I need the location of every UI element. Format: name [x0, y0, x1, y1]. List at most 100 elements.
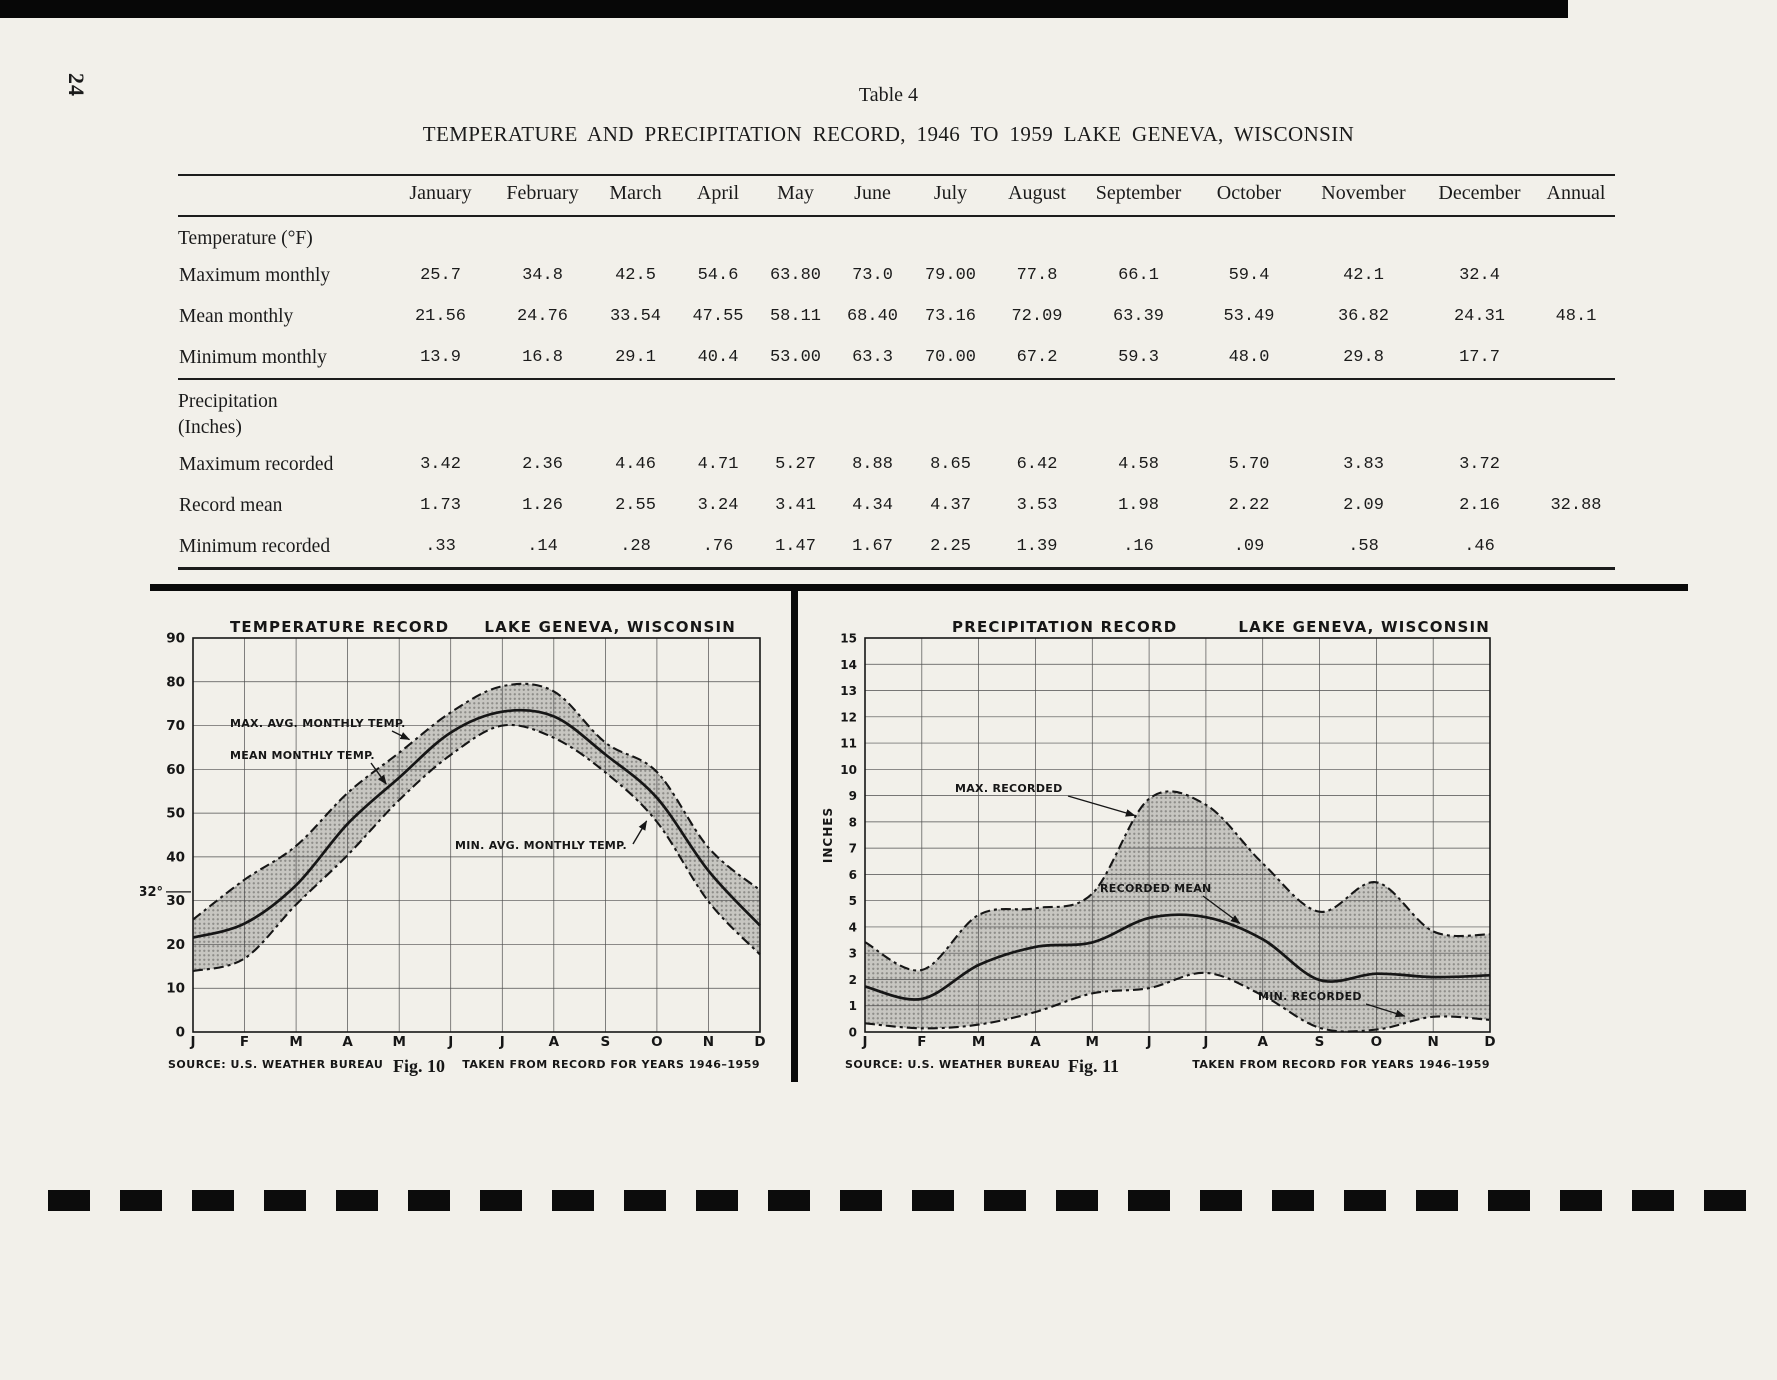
x-axis-tick-label: M	[392, 1034, 405, 1050]
table-cell: 66.1	[1118, 266, 1159, 286]
table-cell: .46	[1464, 537, 1495, 557]
table-cell: 16.8	[522, 348, 563, 368]
y-axis-tick-label: 2	[849, 973, 857, 987]
y-axis-tick-label: 11	[840, 737, 857, 751]
section-header-row: Temperature (°F)	[178, 216, 1615, 255]
series-annotation-label: MAX. AVG. MONTHLY TEMP.	[230, 717, 406, 730]
y-axis-tick-label: 20	[166, 937, 185, 953]
y-axis-tick-label: 60	[166, 762, 185, 778]
film-strip-hole	[1128, 1190, 1170, 1211]
table-cell: 34.8	[522, 266, 563, 286]
x-axis-tick-label: J	[861, 1034, 867, 1050]
series-annotation-label: MIN. RECORDED	[1258, 990, 1362, 1003]
column-header: September	[1084, 175, 1193, 217]
x-axis-tick-label: A	[549, 1034, 560, 1050]
row-label: Minimum monthly	[179, 346, 327, 368]
column-header: August	[990, 175, 1084, 217]
table-cell: 6.42	[1016, 455, 1058, 475]
x-axis-tick-label: N	[1428, 1034, 1439, 1050]
y-axis-tick-label: 80	[166, 674, 185, 690]
y-axis-tick-label: 70	[166, 718, 185, 734]
table-cell: 1.73	[420, 496, 461, 516]
y-axis-tick-label: 8	[849, 815, 857, 829]
y-axis-tick-label: 12	[840, 710, 857, 724]
table-row: Maximum monthly 25.7 34.8 42.5 54.6 63.80 73.0…	[178, 255, 1615, 296]
table-cell: 8.65	[930, 455, 971, 475]
table-cell: 8.88	[852, 455, 893, 475]
x-axis-tick-label: J	[1146, 1034, 1152, 1050]
y-axis-tick-label: 30	[166, 893, 185, 909]
table-title: TEMPERATURE AND PRECIPITATION RECORD, 19…	[422, 122, 1355, 146]
freezing-point-label: 32°	[140, 885, 163, 900]
table-cell: 36.82	[1337, 307, 1389, 327]
column-header-blank	[178, 175, 388, 217]
table-cell: 24.31	[1453, 307, 1505, 327]
x-axis-tick-label: D	[754, 1034, 765, 1050]
table-cell: 32.88	[1550, 496, 1602, 516]
table-row: Record mean 1.73 1.26 2.55 3.24 3.41 4.34 4.37 3…	[178, 485, 1615, 526]
chart-location-title: LAKE GENEVA, WISCONSIN	[484, 618, 736, 636]
table-cell	[1537, 255, 1615, 296]
table-cell: 25.7	[420, 266, 461, 286]
min-recorded-line	[864, 971, 1491, 1033]
film-strip-hole	[1344, 1190, 1386, 1211]
table-cell: 4.71	[697, 455, 739, 475]
film-strip-hole	[840, 1190, 882, 1211]
y-axis-tick-label: 4	[849, 920, 857, 934]
table-cell: 1.26	[522, 496, 563, 516]
table-cell: 1.67	[852, 537, 893, 557]
table-cell: 3.53	[1016, 496, 1058, 516]
table-cell: 32.4	[1459, 266, 1500, 286]
table-cell: 70.00	[924, 348, 976, 368]
source-caption: SOURCE: U.S. WEATHER BUREAU	[168, 1058, 383, 1071]
horizontal-divider-rule	[150, 584, 1688, 591]
film-strip-hole	[552, 1190, 594, 1211]
row-label: Mean monthly	[179, 305, 294, 327]
annotation-arrow	[391, 730, 411, 741]
source-caption: SOURCE: U.S. WEATHER BUREAU	[845, 1058, 1060, 1071]
table-cell: 5.70	[1228, 455, 1270, 475]
table-cell: 73.16	[924, 307, 976, 327]
annotation-arrow	[1202, 895, 1241, 925]
y-axis-title: INCHES	[821, 807, 835, 863]
y-axis-tick-label: 0	[849, 1026, 857, 1040]
table-cell: 47.55	[692, 307, 744, 327]
table-cell: 24.76	[516, 307, 568, 327]
figure-10-temperature-chart: 0 10 20 30 40 50 60 70 80 90 32° J F M A M J J A S O N D TEMPER…	[138, 612, 790, 1082]
column-header: June	[834, 175, 911, 217]
table-cell: 21.56	[414, 307, 466, 327]
y-axis-tick-label: 1	[849, 999, 857, 1013]
film-strip-hole	[624, 1190, 666, 1211]
film-strip-hole	[912, 1190, 954, 1211]
table-row: Minimum monthly 13.9 16.8 29.1 40.4 53.00 63.3…	[178, 337, 1615, 379]
data-table: January February March April May June July Augu…	[178, 174, 1615, 571]
table-cell: 2.36	[522, 455, 563, 475]
film-strip-hole	[1056, 1190, 1098, 1211]
film-strip-hole	[48, 1190, 90, 1211]
table-cell: .16	[1123, 537, 1154, 557]
film-strip-hole	[336, 1190, 378, 1211]
max-avg-monthly-temp-line	[192, 682, 761, 921]
row-label: Minimum recorded	[179, 535, 331, 557]
film-strip-hole	[192, 1190, 234, 1211]
table-cell: 5.27	[775, 455, 816, 475]
x-axis-tick-label: J	[499, 1034, 505, 1050]
section-header: Temperature (°F)	[178, 228, 313, 249]
column-header: October	[1193, 175, 1305, 217]
table-cell: 1.98	[1118, 496, 1159, 516]
table-cell: 63.80	[769, 266, 821, 286]
film-strip-hole	[120, 1190, 162, 1211]
series-annotation-label: MIN. AVG. MONTHLY TEMP.	[455, 839, 627, 852]
y-axis-tick-label: 90	[166, 631, 185, 647]
figure-number: Fig. 10	[393, 1056, 445, 1076]
table-cell: 2.09	[1343, 496, 1384, 516]
film-strip-hole	[1200, 1190, 1242, 1211]
table-cell: 29.8	[1343, 348, 1384, 368]
x-axis-tick-label: A	[1030, 1034, 1041, 1050]
x-axis-tick-label: N	[703, 1034, 714, 1050]
table-cell	[1537, 444, 1615, 485]
y-axis-tick-label: 6	[849, 868, 857, 882]
column-header: February	[493, 175, 592, 217]
x-axis-tick-label: O	[1371, 1034, 1382, 1050]
